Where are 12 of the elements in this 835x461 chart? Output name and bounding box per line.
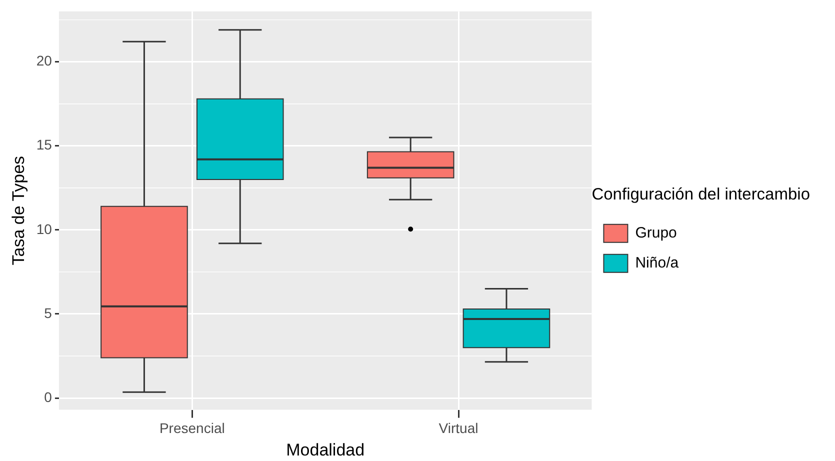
legend-title: Configuración del intercambio [592, 185, 810, 204]
y-tick-label: 20 [36, 52, 52, 69]
x-axis-title: Modalidad [286, 440, 365, 460]
y-tick-label: 5 [44, 304, 52, 321]
x-tick-label: Presencial [159, 420, 225, 436]
y-tick-label: 10 [36, 220, 52, 237]
y-axis-title: Tasa de Types [8, 156, 28, 266]
legend-label: Niño/a [635, 254, 680, 272]
legend-label: Grupo [635, 224, 677, 242]
x-tick-label: Virtual [438, 420, 478, 436]
y-tick-label: 0 [44, 388, 52, 405]
y-tick-label: 15 [36, 136, 52, 153]
